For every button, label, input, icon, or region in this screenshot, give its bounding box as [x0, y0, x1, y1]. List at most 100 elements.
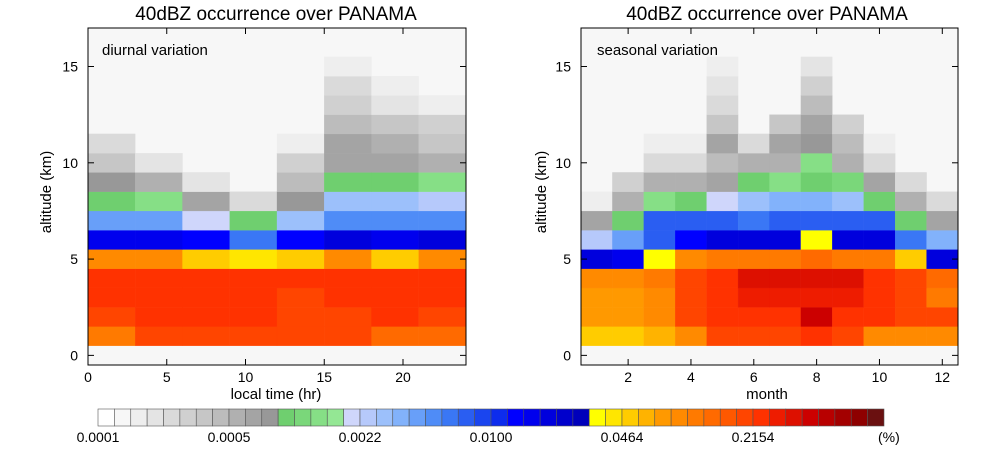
heatmap-cell — [706, 210, 739, 231]
diurnal-y-axis-label: altitude (km) — [38, 151, 55, 234]
heatmap-cell — [324, 210, 372, 231]
colorbar-swatch — [359, 408, 377, 427]
heatmap-cell — [87, 172, 136, 192]
heatmap-cell — [863, 172, 896, 192]
heatmap-cell — [675, 133, 707, 154]
heatmap-cell — [706, 95, 739, 115]
heatmap-cell — [769, 287, 802, 308]
heatmap-cell — [675, 153, 707, 173]
heatmap-cell — [675, 210, 707, 231]
heatmap-cell — [926, 326, 959, 346]
heatmap-cell — [737, 249, 770, 269]
heatmap-cell — [769, 133, 802, 154]
heatmap-cell — [769, 307, 802, 327]
heatmap-cell — [737, 172, 770, 192]
heatmap-cell — [926, 230, 959, 250]
heatmap-cell — [371, 210, 419, 231]
seasonal-heatmap-cells — [580, 56, 959, 346]
heatmap-cell — [832, 326, 864, 346]
diurnal-plot-frame — [87, 27, 467, 366]
heatmap-cell — [276, 153, 325, 173]
heatmap-cell — [706, 172, 739, 192]
heatmap-cell — [832, 287, 864, 308]
heatmap-cell — [643, 210, 676, 231]
heatmap-cell — [229, 287, 278, 308]
colorbar: 0.0001 0.0005 0.0022 0.0100 0.0464 0.2154 (%) — [77, 408, 900, 445]
heatmap-cell — [229, 230, 278, 250]
heatmap-cell — [135, 268, 183, 289]
x-tick-label: 12 — [935, 369, 951, 385]
heatmap-cell — [87, 287, 136, 308]
x-tick-label: 0 — [84, 369, 92, 385]
x-tick-label: 10 — [872, 369, 888, 385]
heatmap-cell — [769, 326, 802, 346]
heatmap-cell — [135, 230, 183, 250]
colorbar-swatch — [310, 408, 328, 427]
heatmap-cell — [418, 249, 467, 269]
colorbar-swatch — [130, 408, 148, 427]
heatmap-cell — [371, 287, 419, 308]
heatmap-cell — [418, 326, 467, 346]
heatmap-cell — [276, 326, 325, 346]
heatmap-cell — [580, 230, 613, 250]
heatmap-cell — [229, 326, 278, 346]
heatmap-cell — [580, 326, 613, 346]
colorbar-swatch — [588, 408, 606, 427]
seasonal-annotation: seasonal variation — [597, 42, 718, 59]
heatmap-cell — [371, 133, 419, 154]
heatmap-cell — [832, 133, 864, 154]
heatmap-cell — [324, 153, 372, 173]
seasonal-panel: 40dBZ occurrence over PANAMA 2 4 6 8 10 12 0 5 1… — [533, 4, 959, 403]
heatmap-cell — [706, 75, 739, 96]
heatmap-cell — [135, 307, 183, 327]
colorbar-tick-label: 0.2154 — [732, 429, 775, 445]
heatmap-cell — [800, 307, 833, 327]
heatmap-cell — [675, 268, 707, 289]
heatmap-cell — [229, 307, 278, 327]
heatmap-cell — [580, 191, 613, 212]
heatmap-cell — [643, 230, 676, 250]
colorbar-swatch — [752, 408, 770, 427]
heatmap-cell — [418, 172, 467, 192]
heatmap-cell — [706, 133, 739, 154]
colorbar-swatch — [801, 408, 819, 427]
heatmap-cell — [182, 191, 230, 212]
heatmap-cell — [371, 230, 419, 250]
diurnal-panel: 40dBZ occurrence over PANAMA 0 5 10 15 20 0 5 1… — [38, 4, 467, 403]
heatmap-cell — [276, 172, 325, 192]
heatmap-cell — [182, 210, 230, 231]
colorbar-swatch — [867, 408, 885, 427]
heatmap-cell — [371, 153, 419, 173]
heatmap-cell — [737, 326, 770, 346]
heatmap-cell — [800, 114, 833, 135]
heatmap-cell — [135, 249, 183, 269]
colorbar-swatch — [719, 408, 737, 427]
y-tick-label: 5 — [563, 251, 571, 267]
colorbar-unit-label: (%) — [878, 429, 900, 445]
heatmap-cell — [229, 268, 278, 289]
heatmap-cell — [643, 307, 676, 327]
colorbar-swatch — [507, 408, 525, 427]
colorbar-swatch — [621, 408, 639, 427]
heatmap-cell — [737, 133, 770, 154]
heatmap-cell — [895, 268, 927, 289]
colorbar-swatch — [146, 408, 164, 427]
colorbar-swatch — [277, 408, 295, 427]
heatmap-cell — [371, 268, 419, 289]
heatmap-cell — [276, 249, 325, 269]
heatmap-cell — [418, 230, 467, 250]
colorbar-swatch — [818, 408, 836, 427]
heatmap-cell — [87, 133, 136, 154]
heatmap-cell — [706, 114, 739, 135]
heatmap-cell — [418, 191, 467, 212]
heatmap-cell — [737, 230, 770, 250]
heatmap-cell — [675, 249, 707, 269]
heatmap-cell — [276, 210, 325, 231]
heatmap-cell — [371, 249, 419, 269]
heatmap-cell — [580, 307, 613, 327]
heatmap-cell — [324, 114, 372, 135]
heatmap-cell — [706, 268, 739, 289]
seasonal-axis-ticks: 2 4 6 8 10 12 0 5 10 15 — [555, 28, 958, 385]
heatmap-cell — [612, 172, 644, 192]
